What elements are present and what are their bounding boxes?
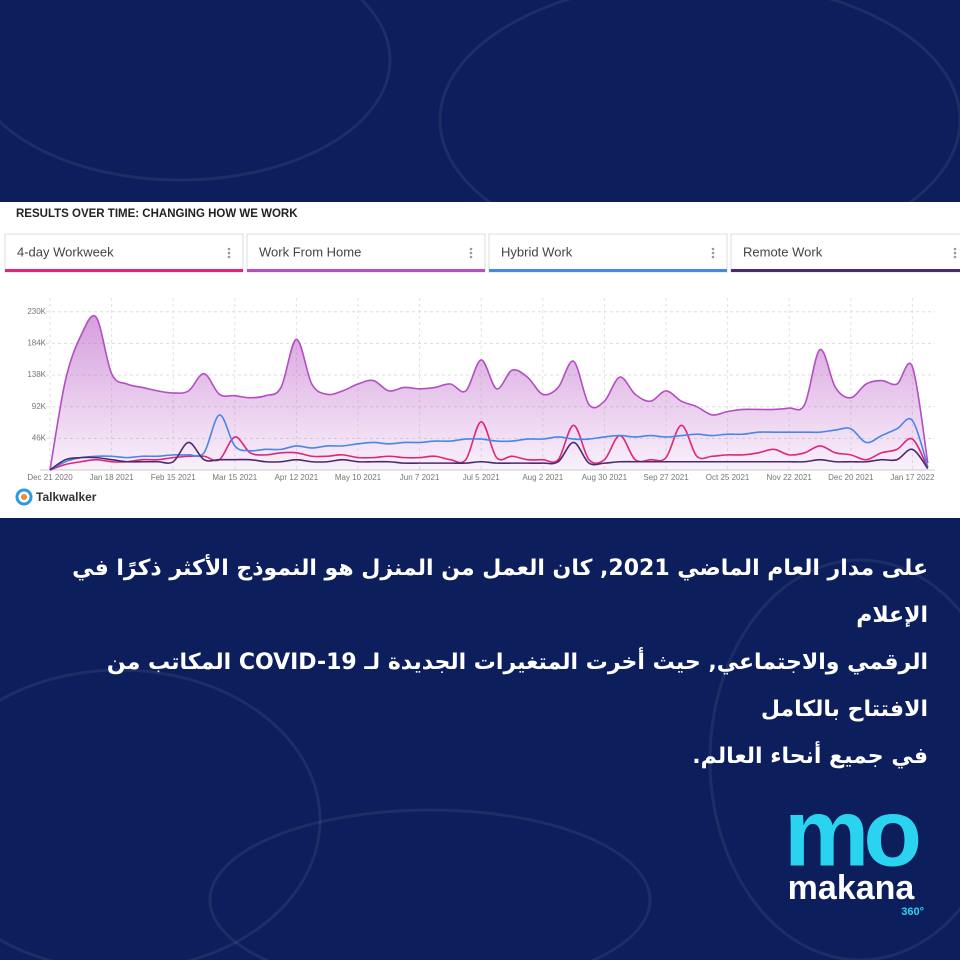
x-tick-label: Jan 18 2021 [90,473,135,482]
menu-dot [953,247,957,251]
source-name: Talkwalker [36,490,97,504]
legend-label: Work From Home [259,244,361,259]
brand-logo: mo makana 360° [784,779,924,918]
legend-swatch [489,269,727,272]
logo-name: makana [788,869,916,907]
legend-tab [246,233,486,273]
line [49,414,929,471]
x-tick-label: Oct 25 2021 [706,473,750,482]
menu-dot [711,255,715,259]
legend-tab [730,233,960,273]
legend-tab [4,233,244,273]
x-tick-label: Mar 15 2021 [212,473,257,482]
y-tick-label: 184K [27,339,46,348]
x-tick-label: Jul 5 2021 [463,473,500,482]
y-tick-label: 138K [27,370,46,379]
y-tick-label: 46K [32,433,47,442]
area [50,315,928,470]
x-tick-label: May 10 2021 [335,473,382,482]
x-tick-label: Apr 12 2021 [275,473,319,482]
source-logo: Talkwalker [15,488,97,506]
chart-title: RESULTS OVER TIME: CHANGING HOW WE WORK [16,208,298,220]
legend-label: Hybrid Work [501,244,573,259]
legend-swatch [5,269,243,272]
x-tick-label: Jan 17 2022 [890,473,935,482]
logo-mark: mo [784,779,918,886]
legend-tab [488,233,728,273]
caption-line: في جميع أنحاء العالم. [692,744,928,769]
x-tick-label: Dec 21 2020 [27,473,73,482]
y-tick-label: 92K [32,402,47,411]
legend-label: Remote Work [743,244,823,259]
x-tick-label: Dec 20 2021 [828,473,874,482]
legend-label: 4-day Workweek [17,244,114,259]
caption-line: على مدار العام الماضي 2021, كان العمل من… [72,556,928,628]
legend-swatch [731,269,960,272]
menu-dot [953,251,957,255]
caption: على مدار العام الماضي 2021, كان العمل من… [28,545,928,780]
menu-dot [469,255,473,259]
y-tick-label: 230K [27,307,46,316]
x-tick-label: Sep 27 2021 [643,473,689,482]
x-tick-label: Aug 2 2021 [522,473,563,482]
x-tick-label: Jun 7 2021 [400,473,440,482]
menu-dot [227,251,231,255]
x-tick-label: Nov 22 2021 [767,473,813,482]
menu-dot [953,255,957,259]
x-tick-label: Aug 30 2021 [582,473,628,482]
menu-dot [711,251,715,255]
x-tick-label: Feb 15 2021 [151,473,196,482]
menu-dot [227,255,231,259]
line [49,315,929,471]
legend-swatch [247,269,485,272]
menu-dot [227,247,231,251]
menu-dot [469,247,473,251]
caption-line: الرقمي والاجتماعي, حيث أخرت المتغيرات ال… [106,650,928,722]
line [49,441,929,471]
menu-dot [711,247,715,251]
logo-edition: 360° [901,906,924,918]
menu-dot [469,251,473,255]
